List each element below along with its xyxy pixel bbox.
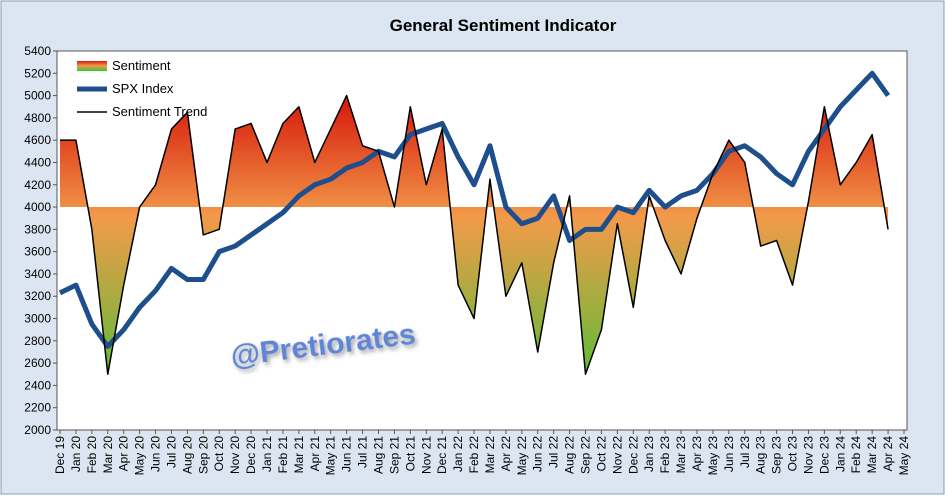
series-line: [58, 70, 891, 349]
y-tick-label: 2000: [24, 423, 51, 437]
x-tick-label: Jun 23: [722, 436, 736, 472]
x-tick-label: Apr 21: [308, 436, 322, 472]
x-tick-label: Aug 20: [180, 436, 194, 474]
x-tick-label: Aug 21: [371, 436, 385, 474]
x-tick-label: May 20: [133, 436, 147, 476]
y-tick-label: 5000: [24, 89, 51, 103]
y-tick-label: 4200: [24, 178, 51, 192]
x-tick-label: Mar 22: [483, 436, 497, 474]
x-tick-label: Jul 20: [164, 436, 178, 468]
x-tick-label: May 23: [706, 436, 720, 476]
x-tick-label: Mar 24: [865, 436, 879, 474]
x-tick-label: Jan 24: [833, 436, 847, 472]
x-tick-label: Nov 20: [228, 436, 242, 474]
x-tick-label: Dec 20: [244, 436, 258, 474]
x-tick-label: Sep 20: [196, 436, 210, 474]
y-tick-label: 3800: [24, 222, 51, 236]
y-tick-label: 4000: [24, 200, 51, 214]
y-tick-label: 4800: [24, 111, 51, 125]
x-tick-label: Sep 21: [387, 436, 401, 474]
x-tick-label: Jul 21: [356, 436, 370, 468]
x-tick-label: Aug 23: [754, 436, 768, 474]
x-tick-label: Jan 23: [642, 436, 656, 472]
x-tick-label: Jan 22: [451, 436, 465, 472]
x-tick-label: Mar 21: [292, 436, 306, 474]
x-tick-label: Dec 22: [626, 436, 640, 474]
y-tick-label: 4600: [24, 133, 51, 147]
y-tick-label: 5200: [24, 66, 51, 80]
x-tick-label: Jul 22: [547, 436, 561, 468]
x-tick-label: Apr 23: [690, 436, 704, 472]
x-tick-label: May 21: [324, 436, 338, 476]
x-tick-label: Dec 19: [53, 436, 67, 474]
x-tick-label: Nov 21: [419, 436, 433, 474]
x-tick-label: Oct 23: [786, 436, 800, 472]
x-tick-label: Oct 20: [212, 436, 226, 472]
x-tick-label: Jun 20: [149, 436, 163, 472]
x-tick-label: May 24: [897, 436, 911, 476]
x-tick-label: Apr 20: [117, 436, 131, 472]
chart-title: General Sentiment Indicator: [390, 16, 617, 35]
y-tick-label: 3200: [24, 289, 51, 303]
x-tick-label: Jun 22: [531, 436, 545, 472]
y-tick-label: 4400: [24, 155, 51, 169]
x-tick-label: Dec 23: [817, 436, 831, 474]
x-tick-label: Sep 22: [579, 436, 593, 474]
x-tick-label: Apr 24: [881, 436, 895, 472]
y-tick-label: 2600: [24, 356, 51, 370]
x-tick-label: Jan 20: [69, 436, 83, 472]
y-tick-label: 2200: [24, 401, 51, 415]
x-tick-label: Aug 22: [563, 436, 577, 474]
x-tick-label: Jun 21: [340, 436, 354, 472]
x-tick-label: Nov 22: [610, 436, 624, 474]
x-tick-label: Feb 22: [467, 436, 481, 474]
x-tick-label: Sep 23: [770, 436, 784, 474]
series-line: [60, 94, 889, 376]
x-tick-label: May 22: [515, 436, 529, 476]
x-tick-label: Feb 21: [276, 436, 290, 474]
x-tick-label: Oct 22: [594, 436, 608, 472]
y-tick-label: 2800: [24, 334, 51, 348]
y-tick-label: 3000: [24, 312, 51, 326]
x-tick-label: Jan 21: [260, 436, 274, 472]
x-tick-label: Dec 21: [435, 436, 449, 474]
legend-label: Sentiment Trend: [112, 104, 207, 119]
x-tick-label: Mar 23: [674, 436, 688, 474]
y-tick-label: 2400: [24, 378, 51, 392]
legend-label: SPX Index: [112, 81, 174, 96]
x-tick-label: Oct 21: [403, 436, 417, 472]
x-tick-label: Nov 23: [801, 436, 815, 474]
y-tick-label: 3600: [24, 245, 51, 259]
y-tick-label: 3400: [24, 267, 51, 281]
x-tick-label: Feb 23: [658, 436, 672, 474]
legend-swatch: [77, 61, 107, 71]
x-tick-label: Feb 20: [85, 436, 99, 474]
y-tick-label: 5400: [24, 44, 51, 58]
x-tick-label: Feb 24: [849, 436, 863, 474]
x-tick-label: Apr 22: [499, 436, 513, 472]
x-tick-label: Mar 20: [101, 436, 115, 474]
legend-label: Sentiment: [112, 58, 171, 73]
x-tick-label: Jul 23: [738, 436, 752, 468]
sentiment-area: [60, 95, 889, 375]
